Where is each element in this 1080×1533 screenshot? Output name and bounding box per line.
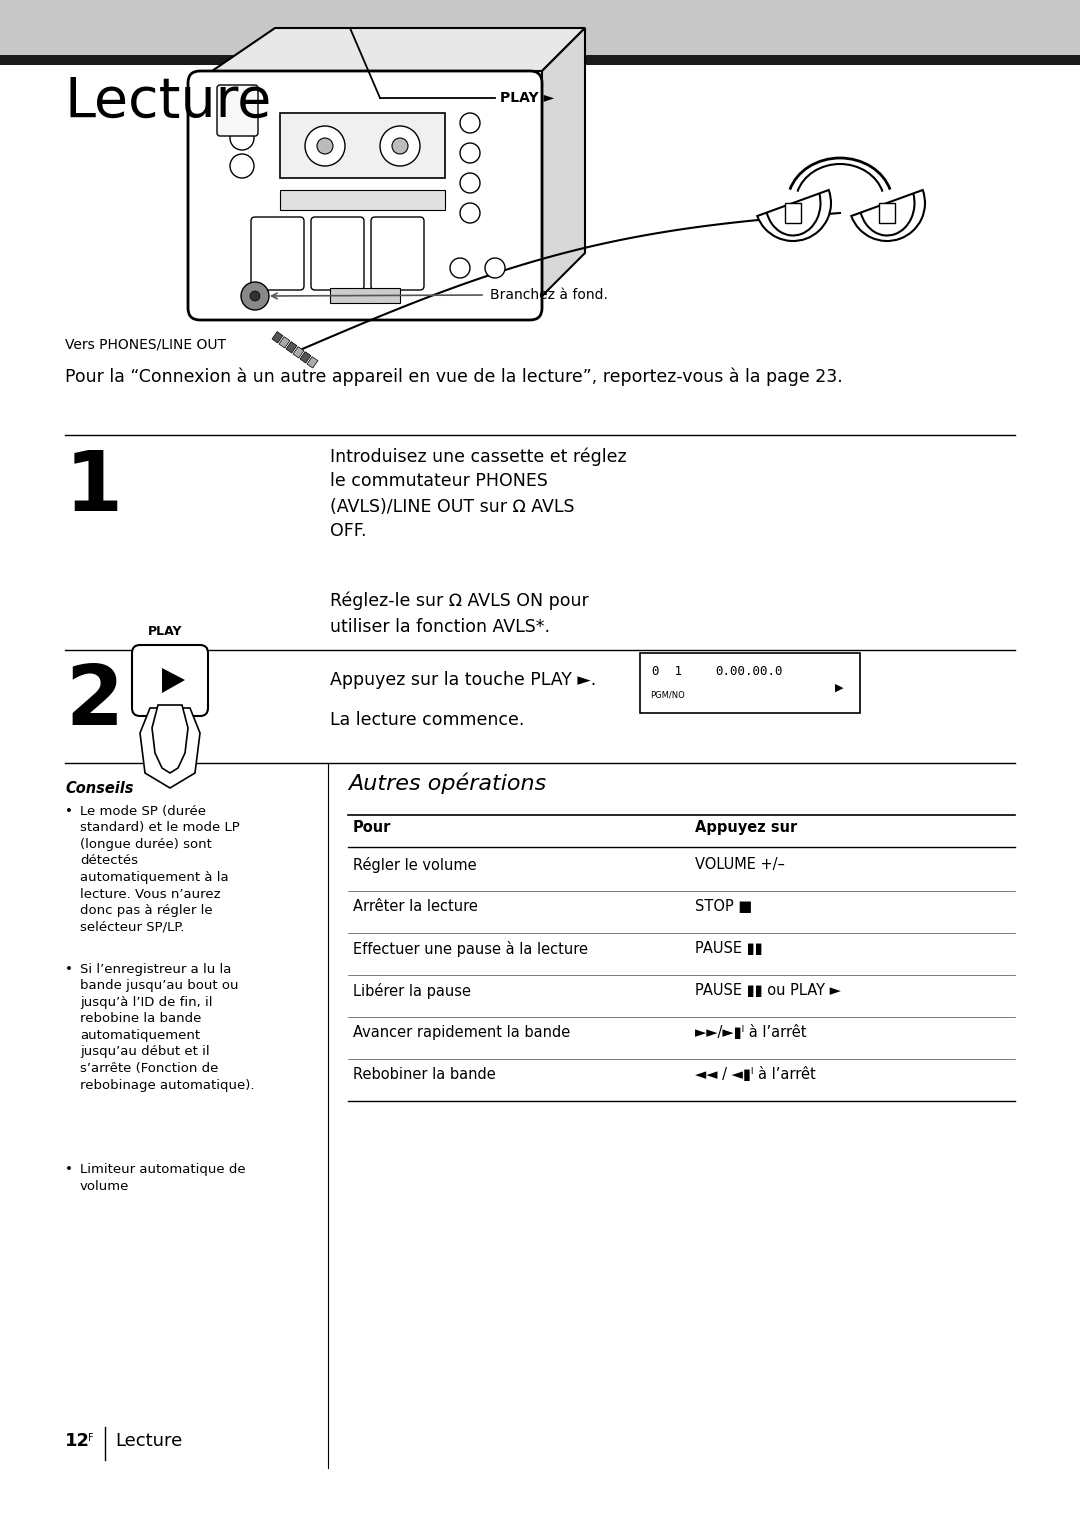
Polygon shape <box>212 28 585 71</box>
Circle shape <box>318 138 333 153</box>
Circle shape <box>249 291 260 300</box>
Circle shape <box>450 258 470 277</box>
Text: Pour la “Connexion à un autre appareil en vue de la lecture”, reportez-vous à la: Pour la “Connexion à un autre appareil e… <box>65 368 842 386</box>
Text: 1: 1 <box>65 448 123 527</box>
Bar <box>640 653 860 713</box>
Text: Libérer la pause: Libérer la pause <box>353 983 471 1000</box>
Wedge shape <box>851 190 924 241</box>
Bar <box>785 202 801 222</box>
Polygon shape <box>140 708 200 788</box>
Bar <box>0 55 1080 64</box>
Text: Branchez à fond.: Branchez à fond. <box>490 288 608 302</box>
FancyBboxPatch shape <box>251 218 303 290</box>
Text: Conseils: Conseils <box>65 780 134 796</box>
Bar <box>307 357 318 368</box>
Text: PLAY: PLAY <box>148 625 183 638</box>
Wedge shape <box>757 190 831 241</box>
Bar <box>280 113 445 178</box>
Bar <box>280 190 445 210</box>
Bar <box>300 351 311 363</box>
Text: ▶: ▶ <box>835 684 843 693</box>
Text: Si l’enregistreur a lu la
bande jusqu’au bout ou
jusqu’à l’ID de fin, il
rebobin: Si l’enregistreur a lu la bande jusqu’au… <box>80 963 255 1091</box>
Circle shape <box>241 282 269 310</box>
Text: PAUSE ▮▮ ou PLAY ►: PAUSE ▮▮ ou PLAY ► <box>696 983 841 998</box>
Bar <box>0 0 1080 55</box>
Text: •: • <box>65 1164 72 1176</box>
Bar <box>272 331 283 343</box>
Text: La lecture commence.: La lecture commence. <box>330 711 525 730</box>
Circle shape <box>460 202 480 222</box>
Text: Lecture: Lecture <box>114 1432 183 1450</box>
Text: 0  1: 0 1 <box>652 665 681 678</box>
Text: PAUSE ▮▮: PAUSE ▮▮ <box>696 941 762 957</box>
Text: Effectuer une pause à la lecture: Effectuer une pause à la lecture <box>353 941 588 957</box>
Text: VOLUME +/–: VOLUME +/– <box>696 857 785 872</box>
Circle shape <box>485 258 505 277</box>
Circle shape <box>460 173 480 193</box>
Text: Avancer rapidement la bande: Avancer rapidement la bande <box>353 1026 570 1039</box>
Text: Vers PHONES/LINE OUT: Vers PHONES/LINE OUT <box>65 337 226 353</box>
FancyBboxPatch shape <box>372 218 424 290</box>
Circle shape <box>380 126 420 166</box>
Text: Pour: Pour <box>353 820 391 835</box>
FancyBboxPatch shape <box>217 84 258 136</box>
Polygon shape <box>162 668 185 693</box>
Text: ◄◄ / ◄▮ˡ à l’arrêt: ◄◄ / ◄▮ˡ à l’arrêt <box>696 1067 815 1082</box>
FancyBboxPatch shape <box>311 218 364 290</box>
Text: Limiteur automatique de
volume: Limiteur automatique de volume <box>80 1164 245 1193</box>
Bar <box>330 288 400 304</box>
Text: 2: 2 <box>65 661 123 742</box>
Text: F: F <box>87 1433 94 1443</box>
Polygon shape <box>152 705 188 773</box>
Text: Le mode SP (durée
standard) et le mode LP
(longue durée) sont
détectés
automatiq: Le mode SP (durée standard) et le mode L… <box>80 805 240 934</box>
Text: Introduisez une cassette et réglez
le commutateur PHONES
(AVLS)/LINE OUT sur Ω A: Introduisez une cassette et réglez le co… <box>330 448 626 541</box>
Circle shape <box>230 126 254 150</box>
Text: STOP ■: STOP ■ <box>696 898 753 914</box>
Text: Rebobiner la bande: Rebobiner la bande <box>353 1067 496 1082</box>
Text: Appuyez sur la touche PLAY ►.: Appuyez sur la touche PLAY ►. <box>330 671 596 688</box>
Text: 12: 12 <box>65 1432 90 1450</box>
Bar <box>286 342 297 353</box>
Circle shape <box>460 113 480 133</box>
Text: Arrêter la lecture: Arrêter la lecture <box>353 898 477 914</box>
Circle shape <box>305 126 345 166</box>
Text: Réglez-le sur Ω AVLS ON pour
utiliser la fonction AVLS*.: Réglez-le sur Ω AVLS ON pour utiliser la… <box>330 592 589 636</box>
Circle shape <box>392 138 408 153</box>
Circle shape <box>460 143 480 162</box>
Text: •: • <box>65 963 72 977</box>
Bar <box>879 202 895 222</box>
Polygon shape <box>542 28 585 296</box>
Circle shape <box>230 153 254 178</box>
FancyBboxPatch shape <box>188 71 542 320</box>
Text: Régler le volume: Régler le volume <box>353 857 476 872</box>
Text: •: • <box>65 805 72 819</box>
Text: PLAY ►: PLAY ► <box>500 90 554 104</box>
Text: PGM/NO: PGM/NO <box>650 691 685 701</box>
Bar <box>293 346 303 359</box>
Text: Autres opérations: Autres opérations <box>348 773 546 794</box>
Text: ►►/►▮ˡ à l’arrêt: ►►/►▮ˡ à l’arrêt <box>696 1026 807 1039</box>
Text: Appuyez sur: Appuyez sur <box>696 820 797 835</box>
Text: 0.00.00.0: 0.00.00.0 <box>715 665 783 678</box>
Bar <box>279 337 289 348</box>
FancyBboxPatch shape <box>132 645 208 716</box>
Text: Lecture: Lecture <box>65 75 272 129</box>
